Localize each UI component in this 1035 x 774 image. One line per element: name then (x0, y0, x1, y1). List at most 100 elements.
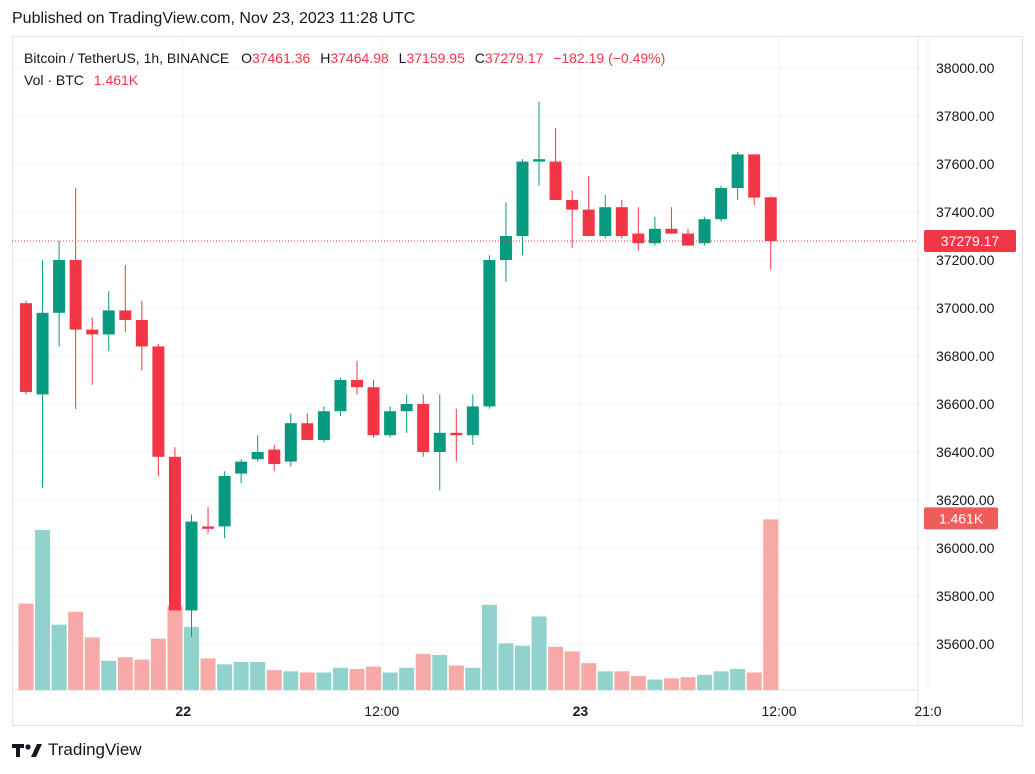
candle-body (301, 423, 314, 440)
candle-body (450, 432, 463, 436)
volume-bar (763, 519, 779, 690)
low-value: 37159.95 (406, 50, 465, 66)
candle-body (168, 456, 181, 611)
legend-volume-row: Vol · BTC 1.461K (24, 69, 665, 91)
change-value: −182.19 (−0.49%) (553, 50, 666, 66)
volume-bar (84, 637, 100, 690)
candle-body (251, 452, 264, 460)
volume-bar (581, 663, 597, 690)
volume-bar (117, 657, 133, 690)
candle-body (53, 260, 66, 313)
volume-bar (498, 643, 514, 690)
volume-value: 1.461K (93, 72, 139, 88)
volume-bar (614, 671, 630, 690)
chart-frame (12, 36, 1023, 726)
y-tick-label: 36000.00 (936, 540, 995, 556)
candle-body (566, 200, 579, 210)
y-tick-label: 36600.00 (936, 396, 995, 412)
candle-body (615, 207, 628, 236)
volume-bar (233, 661, 249, 690)
candle-body (284, 423, 297, 462)
candle-body (433, 432, 446, 452)
x-tick-label: 12:00 (364, 703, 399, 719)
volume-label[interactable]: Vol · BTC (24, 72, 84, 88)
y-tick-label: 36400.00 (936, 444, 995, 460)
volume-bar (597, 671, 613, 690)
candle-body (367, 387, 380, 436)
volume-bar (68, 611, 84, 690)
volume-bar (730, 668, 746, 690)
volume-bar (680, 677, 696, 690)
volume-bar (713, 671, 729, 690)
candle-body (235, 461, 248, 474)
volume-bar (548, 646, 564, 690)
candle-body (119, 310, 132, 320)
y-tick-label: 36800.00 (936, 348, 995, 364)
volume-bar (316, 672, 332, 690)
candle-body (682, 233, 694, 246)
volume-bar (200, 658, 216, 690)
y-tick-label: 36200.00 (936, 492, 995, 508)
candle-body (582, 209, 595, 236)
symbol-label[interactable]: Bitcoin / TetherUS, 1h, BINANCE (24, 50, 230, 66)
candle-body (715, 188, 728, 220)
last-price-tag-text: 37279.17 (941, 233, 1000, 249)
y-tick-label: 38000.00 (936, 60, 995, 76)
candle-body (731, 154, 744, 188)
candle-body (549, 161, 562, 200)
candle-body (483, 260, 496, 407)
y-tick-label: 35600.00 (936, 636, 995, 652)
volume-bar (746, 672, 762, 690)
candle-body (69, 260, 82, 330)
volume-bar (647, 679, 663, 690)
volume-bar (399, 667, 415, 690)
y-tick-label: 37000.00 (936, 300, 995, 316)
candle-body (20, 303, 32, 392)
volume-bar (283, 671, 299, 690)
volume-bar (349, 668, 365, 690)
candle-body (665, 228, 678, 234)
grid (12, 36, 929, 725)
y-axis: 35600.00 35800.00 36000.00 36200.00 36400.00… (936, 60, 995, 652)
volume-bar (564, 651, 580, 690)
candle-body (698, 219, 711, 244)
volume-bar (250, 661, 266, 690)
x-tick-label: 12:00 (762, 703, 797, 719)
volume-bar (415, 653, 431, 690)
volume-bar (332, 667, 348, 690)
candle-body (748, 154, 761, 198)
high-value: 37464.98 (330, 50, 389, 66)
candle-body (516, 161, 529, 236)
candle-body (86, 329, 99, 335)
low-label: L (398, 50, 407, 66)
volume-bar (663, 678, 679, 690)
candle-body (317, 411, 330, 440)
volume-bar (366, 666, 382, 690)
candles (20, 101, 777, 637)
price-tags: 37279.17 1.461K (924, 229, 1016, 530)
volume-bar (465, 667, 481, 690)
volume-bar (150, 638, 166, 690)
y-tick-label: 37800.00 (936, 108, 995, 124)
volume-tag-text: 1.461K (939, 510, 984, 526)
legend-ohlc-row: Bitcoin / TetherUS, 1h, BINANCE O37461.3… (24, 47, 665, 69)
volume-bar (448, 665, 464, 690)
footer-brand[interactable]: TradingView (12, 740, 142, 760)
x-tick-label: 22 (175, 703, 191, 719)
volume-bar (266, 670, 282, 690)
y-tick-label: 37600.00 (936, 156, 995, 172)
candle-body (466, 406, 479, 436)
volume-bar (481, 604, 497, 690)
close-value: 37279.17 (484, 50, 544, 66)
brand-name: TradingView (48, 740, 142, 759)
candle-body (268, 449, 281, 464)
candle-body (499, 236, 512, 260)
candle-body (599, 207, 612, 236)
volume-bar (51, 624, 67, 690)
open-label: O (241, 50, 252, 66)
volume-bar (515, 645, 530, 690)
close-label: C (474, 50, 485, 66)
volume-bar (217, 664, 233, 690)
candle-body (36, 312, 49, 395)
